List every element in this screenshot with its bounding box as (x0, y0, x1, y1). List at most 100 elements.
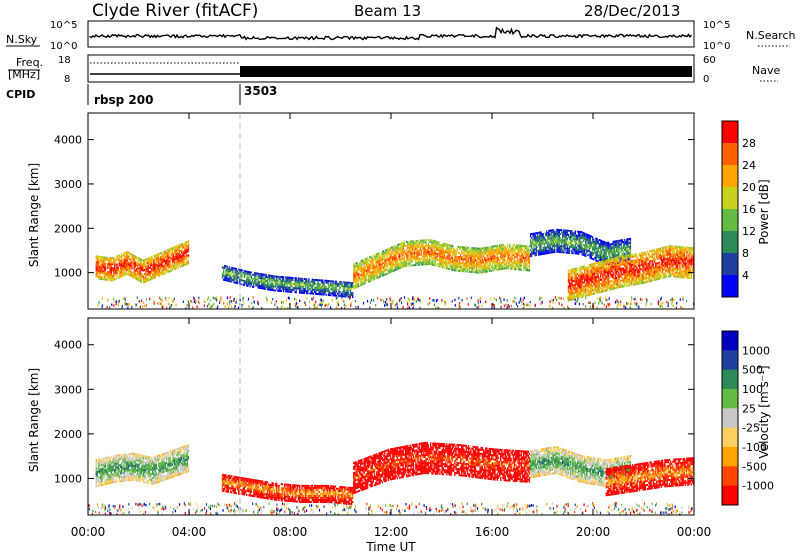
power-echo-cell (95, 255, 97, 258)
power-echo-cell (501, 257, 503, 260)
power-echo-cell (562, 251, 564, 254)
power-echo-cell (478, 253, 480, 256)
power-echo-cell (322, 293, 324, 296)
power-echo-cell (139, 276, 141, 279)
power-echo-cell (372, 272, 374, 275)
power-echo-cell (558, 229, 560, 231)
power-echo-cell (241, 279, 243, 282)
power-echo-cell (320, 285, 323, 288)
power-echo-cell (587, 236, 589, 238)
power-echo-cell (591, 275, 594, 278)
power-echo-cell (509, 261, 511, 264)
power-echo-cell (495, 268, 497, 271)
power-echo-cell (417, 243, 419, 246)
power-echo-cell (616, 262, 618, 265)
power-echo-cell (357, 277, 360, 280)
power-echo-cell (580, 240, 582, 243)
power-echo-cell (578, 232, 580, 235)
station-title: Clyde River (fitACF) (92, 1, 258, 21)
power-echo-cell (417, 245, 419, 248)
power-echo-cell (279, 277, 281, 280)
nsearch-label: N.Search (746, 29, 796, 42)
power-echo-cell (543, 250, 545, 253)
power-echo-cell (449, 260, 451, 263)
power-echo-cell (146, 266, 148, 268)
power-echo-cell (282, 286, 285, 289)
power-echo-cell (380, 269, 383, 272)
power-echo-cell (520, 254, 523, 257)
power-echo-cell (378, 276, 380, 279)
power-echo-cell (481, 259, 484, 262)
power-echo-cell (604, 263, 606, 266)
power-echo-cell (475, 253, 478, 256)
power-echo-cell (571, 268, 573, 271)
power-echo-cell (585, 237, 587, 239)
power-echo-cell (138, 279, 140, 282)
power-echo-cell (594, 274, 596, 277)
power-echo-cell (435, 254, 438, 257)
power-echo-cell (642, 281, 644, 284)
power-echo-cell (528, 249, 531, 252)
power-echo-cell (572, 246, 574, 249)
power-echo-cell (605, 246, 607, 248)
power-echo-cell (361, 261, 363, 264)
power-echo-cell (301, 279, 303, 282)
power-echo-cell (436, 241, 439, 244)
power-echo-cell (496, 244, 498, 247)
power-echo-cell (415, 248, 417, 251)
power-echo-cell (503, 267, 505, 270)
power-echo-cell (280, 280, 282, 282)
power-echo-cell (423, 239, 425, 242)
power-echo-cell (488, 266, 490, 269)
power-echo-cell (223, 274, 225, 277)
power-echo-cell (635, 283, 637, 286)
power-echo-cell (102, 278, 104, 281)
power-echo-cell (369, 266, 371, 269)
power-echo-cell (224, 265, 226, 267)
power-echo-cell (633, 271, 635, 274)
power-echo-cell (612, 261, 614, 264)
power-echo-cell (594, 282, 596, 285)
power-echo-cell (385, 249, 387, 252)
power-echo-cell (630, 262, 633, 264)
power-echo-cell (415, 264, 417, 267)
power-echo-cell (187, 244, 190, 247)
power-echo-cell (575, 281, 578, 284)
power-echo-cell (480, 247, 482, 250)
power-echo-cell (183, 244, 185, 247)
power-echo-cell (101, 256, 103, 259)
power-echo-cell (612, 275, 614, 278)
power-echo-cell (627, 270, 629, 273)
power-echo-cell (603, 249, 605, 251)
power-echo-cell (360, 274, 362, 277)
power-echo-cell (555, 244, 557, 247)
power-echo-cell (345, 281, 347, 284)
power-echo-cell (318, 279, 320, 282)
power-echo-cell (583, 279, 586, 282)
power-echo-cell (279, 287, 281, 290)
power-echo-cell (607, 276, 610, 279)
power-echo-cell (423, 263, 425, 266)
power-echo-cell (570, 242, 572, 244)
power-echo-cell (570, 234, 572, 236)
power-echo-cell (97, 271, 100, 274)
power-echo-cell (640, 258, 642, 261)
power-echo-cell (502, 257, 504, 260)
power-echo-cell (184, 257, 186, 260)
power-echo-cell (618, 262, 620, 265)
power-echo-cell (424, 241, 426, 244)
power-echo-cell (376, 257, 378, 260)
power-echo-cell (624, 279, 626, 282)
power-echo-cell (472, 265, 474, 268)
power-echo-cell (132, 254, 134, 257)
power-echo-cell (475, 247, 478, 250)
power-echo-cell (144, 273, 146, 275)
power-echo-cell (563, 233, 565, 236)
power-echo-cell (448, 258, 450, 260)
power-echo-cell (368, 276, 370, 279)
power-echo-cell (587, 246, 589, 248)
power-echo-cell (596, 248, 598, 250)
power-echo-cell (574, 269, 576, 272)
power-echo-cell (303, 290, 305, 292)
power-echo-cell (506, 255, 509, 258)
